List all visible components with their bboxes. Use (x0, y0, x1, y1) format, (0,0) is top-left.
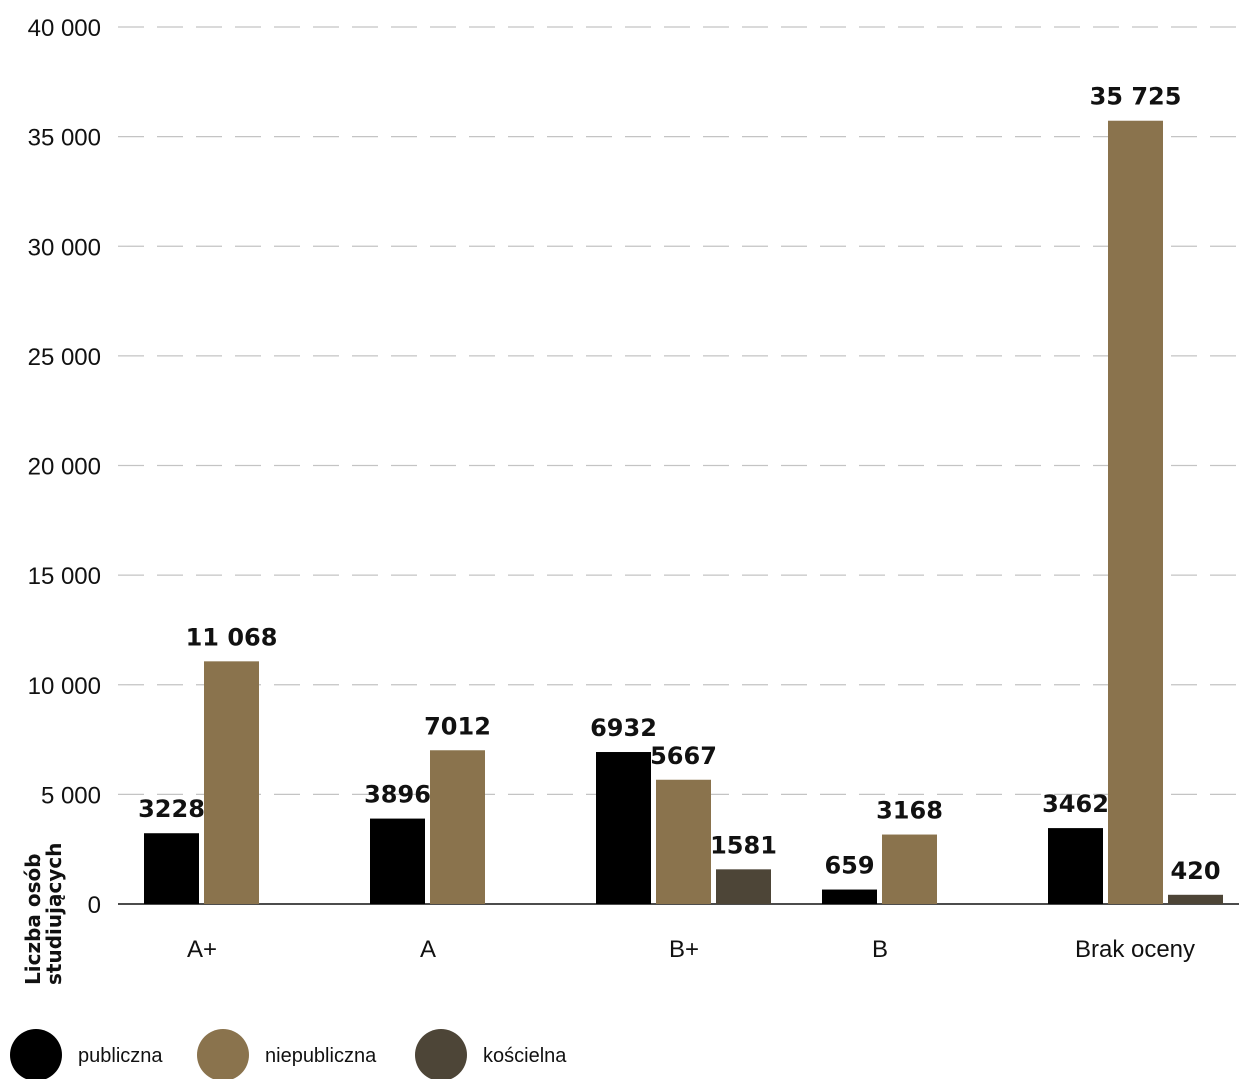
gridlines (118, 26, 1239, 905)
legend-label-publiczna: publiczna (78, 1045, 163, 1067)
legend-swatch-publiczna (10, 1029, 62, 1079)
bar-publiczna-b (822, 889, 877, 904)
y-tick-label: 15 000 (28, 563, 101, 590)
data-label: 420 (1170, 857, 1220, 885)
y-axis-label-line: studiujących (42, 843, 66, 985)
legend-label-kościelna: kościelna (483, 1045, 567, 1067)
data-label: 3896 (364, 781, 431, 809)
y-tick-label: 30 000 (28, 234, 101, 261)
y-tick-label: 35 000 (28, 125, 101, 152)
data-label: 3168 (876, 797, 943, 825)
bar-niepubliczna-b+ (656, 779, 711, 904)
data-label: 7012 (424, 712, 491, 740)
bar-kościelna-b+ (716, 869, 771, 904)
bars (144, 120, 1223, 905)
bar-niepubliczna-brak-oceny (1108, 120, 1163, 905)
x-category-label: Brak oceny (1075, 936, 1195, 963)
x-category-label: B+ (669, 936, 699, 963)
x-category-label: A (420, 936, 436, 963)
bar-kościelna-brak-oceny (1168, 894, 1223, 904)
bar-publiczna-a (370, 818, 425, 904)
x-category-label: B (872, 936, 888, 963)
legend-label-niepubliczna: niepubliczna (265, 1045, 377, 1067)
data-label: 659 (824, 852, 874, 880)
bar-niepubliczna-a (430, 750, 485, 904)
y-axis-label-line: Liczba osób (21, 853, 45, 985)
data-label: 35 725 (1090, 83, 1182, 111)
bar-publiczna-b+ (596, 752, 651, 904)
data-label: 3228 (138, 795, 205, 823)
legend-swatch-niepubliczna (197, 1029, 249, 1079)
data-labels: 3228 3896 6932 659 3462 11 068 7012 5667 3168 35 … (138, 83, 1220, 885)
y-tick-label: 5 000 (41, 782, 101, 809)
y-tick-label: 20 000 (28, 454, 101, 481)
data-label: 5667 (650, 742, 717, 770)
y-axis-ticks: 0 5 000 10 000 15 000 20 000 25 000 30 000 35 0… (28, 15, 101, 919)
legend-swatch-kościelna (415, 1029, 467, 1079)
y-tick-label: 10 000 (28, 673, 101, 700)
bar-publiczna-a+ (144, 833, 199, 904)
data-label: 6932 (590, 714, 657, 742)
y-tick-label: 40 000 (28, 15, 101, 42)
data-label: 3462 (1042, 790, 1109, 818)
y-tick-label: 0 (88, 892, 101, 919)
bar-niepubliczna-b (882, 834, 937, 904)
bar-niepubliczna-a+ (204, 661, 259, 904)
y-tick-label: 25 000 (28, 344, 101, 371)
x-axis-categories: A+ A B+ B Brak oceny (187, 936, 1195, 963)
x-category-label: A+ (187, 936, 217, 963)
bar-publiczna-brak-oceny (1048, 828, 1103, 904)
data-label: 1581 (710, 831, 777, 859)
data-label: 11 068 (186, 623, 278, 651)
legend: publiczna niepubliczna kościelna (10, 1029, 567, 1079)
